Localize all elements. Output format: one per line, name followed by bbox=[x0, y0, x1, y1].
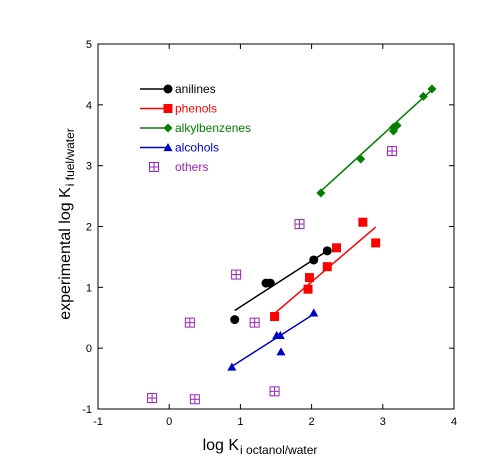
y-tick-label: 4 bbox=[86, 100, 92, 112]
x-tick-label: 1 bbox=[237, 416, 243, 428]
alcohols-point bbox=[227, 362, 237, 371]
phenols-point bbox=[270, 312, 280, 322]
y-tick-label: -1 bbox=[82, 404, 92, 416]
y-axis-title: experimental log Ki fuel/water bbox=[57, 128, 77, 320]
x-axis-title-main: log K bbox=[203, 437, 240, 454]
alkylbenzenes-fit-line bbox=[318, 87, 435, 194]
alcohols-point bbox=[276, 347, 286, 356]
anilines-point bbox=[322, 246, 332, 256]
axes bbox=[97, 43, 455, 410]
plot-frame bbox=[97, 43, 455, 410]
anilines-point bbox=[230, 315, 240, 325]
phenols-point bbox=[322, 262, 332, 272]
legend-label-others: others bbox=[175, 160, 208, 174]
x-tick-label: -1 bbox=[93, 416, 103, 428]
phenols-point bbox=[332, 243, 342, 253]
y-tick-label: 3 bbox=[86, 161, 92, 173]
others-point bbox=[387, 146, 398, 157]
tick-marks bbox=[97, 43, 455, 410]
legend-marker-alkylbenzenes bbox=[163, 123, 173, 133]
legend-label-phenols: phenols bbox=[175, 102, 217, 116]
y-tick-label: 2 bbox=[86, 222, 92, 234]
alcohols-point bbox=[275, 330, 285, 339]
alkylbenzenes-point bbox=[418, 91, 428, 101]
phenols-point bbox=[304, 273, 314, 283]
legend-label-anilines: anilines bbox=[175, 82, 216, 96]
others-point bbox=[231, 269, 242, 280]
x-tick-label: 4 bbox=[451, 416, 457, 428]
data-points bbox=[147, 84, 437, 405]
x-axis-title: log Ki octanol/water bbox=[203, 437, 318, 457]
alkylbenzenes-point bbox=[392, 121, 402, 131]
anilines-point bbox=[309, 255, 319, 265]
others-point bbox=[269, 386, 280, 397]
legend-marker-phenols bbox=[163, 104, 173, 113]
legend-marker-others bbox=[149, 162, 159, 172]
alcohols-fit-line bbox=[231, 313, 315, 368]
legend: anilines phenols alkylbenzenes alcohols othe… bbox=[140, 82, 251, 174]
legend-label-alcohols: alcohols bbox=[175, 141, 219, 155]
x-tick-label: 2 bbox=[309, 416, 315, 428]
others-point bbox=[249, 317, 260, 328]
x-tick-label: 0 bbox=[166, 416, 172, 428]
others-point bbox=[184, 317, 195, 328]
y-axis-title-sub: i fuel/water bbox=[63, 128, 77, 186]
alkylbenzenes-point bbox=[356, 154, 366, 164]
y-tick-label: 0 bbox=[86, 343, 92, 355]
x-axis-title-sub: i octanol/water bbox=[240, 443, 317, 457]
tick-labels: -1 0 1 2 3 4 -1 0 1 2 3 4 5 bbox=[82, 39, 457, 428]
phenols-point bbox=[358, 217, 368, 227]
fit-lines bbox=[231, 87, 435, 368]
alcohols-point bbox=[309, 308, 319, 317]
others-point bbox=[147, 393, 158, 404]
legend-marker-anilines bbox=[163, 84, 173, 94]
phenols-point bbox=[371, 238, 381, 248]
phenols-point bbox=[303, 284, 313, 294]
others-point bbox=[294, 219, 305, 230]
legend-marker-alcohols bbox=[163, 143, 173, 152]
alkylbenzenes-point bbox=[316, 188, 326, 198]
legend-label-alkylbenzenes: alkylbenzenes bbox=[175, 121, 251, 135]
y-axis-title-main: experimental log K bbox=[57, 187, 74, 320]
y-tick-label: 5 bbox=[86, 39, 92, 51]
anilines-point bbox=[265, 278, 275, 288]
alkylbenzenes-point bbox=[427, 84, 437, 94]
y-tick-label: 1 bbox=[86, 282, 92, 294]
others-point bbox=[189, 394, 200, 405]
x-tick-label: 3 bbox=[380, 416, 386, 428]
